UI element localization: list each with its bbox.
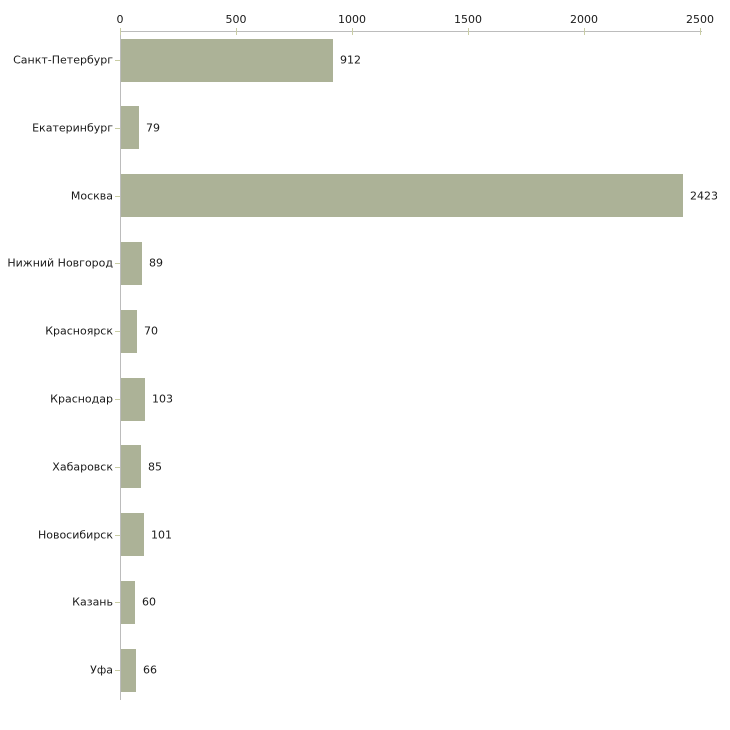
bar bbox=[121, 513, 144, 556]
bar bbox=[121, 174, 683, 217]
y-tick bbox=[115, 535, 120, 536]
category-label: Красноярск bbox=[45, 324, 113, 338]
value-label: 912 bbox=[340, 53, 361, 67]
x-tick-label: 500 bbox=[225, 13, 247, 26]
x-tick-label: 1000 bbox=[338, 13, 366, 26]
x-tick-label: 2000 bbox=[570, 13, 598, 26]
y-tick bbox=[115, 399, 120, 400]
bar bbox=[121, 581, 135, 624]
x-tick-label: 2500 bbox=[686, 13, 714, 26]
y-axis-line bbox=[120, 31, 121, 700]
category-label: Санкт-Петербург bbox=[13, 53, 113, 67]
category-label: Екатеринбург bbox=[32, 121, 113, 135]
y-tick bbox=[115, 331, 120, 332]
x-tick bbox=[352, 28, 353, 35]
x-tick bbox=[700, 28, 701, 35]
x-tick bbox=[584, 28, 585, 35]
category-label: Москва bbox=[70, 189, 113, 203]
value-label: 60 bbox=[142, 595, 156, 609]
value-label: 89 bbox=[149, 256, 163, 270]
bar bbox=[121, 39, 333, 82]
category-label: Казань bbox=[72, 595, 113, 609]
value-label: 70 bbox=[144, 324, 158, 338]
bar bbox=[121, 649, 136, 692]
x-tick-label: 0 bbox=[116, 13, 124, 26]
value-label: 85 bbox=[148, 460, 162, 474]
value-label: 101 bbox=[151, 528, 172, 542]
bar bbox=[121, 106, 139, 149]
value-label: 103 bbox=[152, 392, 173, 406]
category-label: Хабаровск bbox=[52, 460, 113, 474]
y-tick bbox=[115, 128, 120, 129]
category-label: Краснодар bbox=[50, 392, 113, 406]
category-label: Новосибирск bbox=[37, 528, 113, 542]
y-tick bbox=[115, 602, 120, 603]
value-label: 66 bbox=[143, 663, 157, 677]
y-tick bbox=[115, 670, 120, 671]
x-tick bbox=[236, 28, 237, 35]
y-tick bbox=[115, 196, 120, 197]
value-label: 2423 bbox=[690, 189, 718, 203]
category-label: Нижний Новгород bbox=[7, 256, 113, 270]
y-tick bbox=[115, 263, 120, 264]
bar bbox=[121, 310, 137, 353]
x-tick bbox=[120, 28, 121, 35]
bar bbox=[121, 445, 141, 488]
category-label: Уфа bbox=[90, 663, 113, 677]
value-label: 79 bbox=[146, 121, 160, 135]
y-tick bbox=[115, 467, 120, 468]
bar bbox=[121, 242, 142, 285]
x-tick bbox=[468, 28, 469, 35]
x-tick-label: 1500 bbox=[454, 13, 482, 26]
x-axis-line bbox=[120, 31, 702, 32]
y-tick bbox=[115, 60, 120, 61]
bar bbox=[121, 378, 145, 421]
